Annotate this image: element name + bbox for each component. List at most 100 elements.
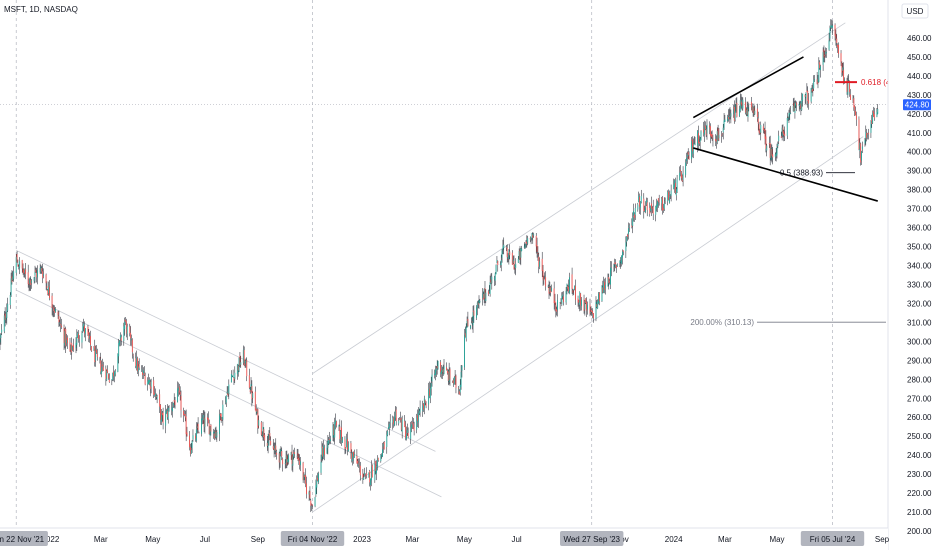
candle-body — [703, 127, 705, 135]
candle-body — [734, 111, 736, 120]
candle-body — [533, 234, 535, 236]
candle-body — [751, 106, 753, 112]
candle-body — [598, 292, 600, 302]
candle-body — [705, 129, 707, 136]
candle-body — [873, 114, 875, 119]
candle-body — [88, 332, 90, 339]
candle-body — [201, 418, 202, 434]
candle-body — [673, 184, 675, 190]
candle-body — [94, 345, 96, 363]
candle-body — [774, 154, 776, 157]
price-tick-label: 390.00 — [907, 167, 932, 176]
candle-body — [555, 305, 557, 311]
candle-body — [581, 299, 582, 306]
candle-body — [251, 386, 253, 400]
candle-body — [621, 255, 623, 264]
price-tick-label: 330.00 — [907, 280, 932, 289]
candle-body — [455, 375, 457, 388]
price-tick-label: 420.00 — [907, 110, 932, 119]
candle-body — [189, 447, 191, 454]
candle-body — [305, 475, 307, 484]
price-tick-label: 350.00 — [907, 243, 932, 252]
candle-body — [377, 457, 379, 461]
time-tick-label: Sep — [875, 535, 890, 544]
candle-body — [117, 353, 119, 372]
candle-body — [261, 434, 263, 436]
price-tick-label: 440.00 — [907, 72, 932, 81]
candle-body — [82, 326, 84, 332]
price-tick-label: 410.00 — [907, 129, 932, 138]
price-tick-label: 300.00 — [907, 337, 932, 346]
candle-body — [285, 456, 287, 464]
candle-body — [315, 485, 317, 495]
candle-body — [197, 423, 199, 430]
candle-body — [467, 318, 469, 327]
candle-body — [750, 101, 752, 108]
candle-body — [58, 315, 60, 323]
candle-body — [299, 460, 301, 465]
candle-body — [819, 62, 821, 69]
candle-body — [723, 120, 725, 128]
candle-body — [113, 371, 115, 377]
time-axis[interactable]: 2022MarMayJulSep2023MarMayJulSepNov2024M… — [0, 527, 890, 550]
currency-badge[interactable] — [901, 3, 929, 19]
candle-body — [709, 126, 711, 136]
candle-body — [453, 377, 455, 385]
candle-body — [96, 350, 97, 354]
candle-body — [213, 433, 215, 439]
candle-body — [747, 107, 749, 117]
price-tick-label: 360.00 — [907, 224, 932, 233]
candle-body — [399, 418, 401, 420]
candle-body — [144, 375, 146, 385]
price-tick-label: 290.00 — [907, 356, 932, 365]
candle-body — [429, 388, 430, 396]
fib-05-label: 0.5 (388.93) — [780, 169, 823, 178]
candle-body — [800, 103, 802, 109]
candle-body — [333, 425, 335, 436]
price-tick-label: 430.00 — [907, 91, 932, 100]
candle-body — [775, 153, 777, 157]
candle-body — [4, 313, 6, 321]
candle-body — [131, 339, 133, 353]
candle-body — [801, 100, 803, 111]
candle-body — [597, 301, 599, 309]
candle-body — [436, 365, 438, 369]
candle-body — [90, 346, 92, 351]
candle-body — [107, 374, 109, 379]
candle-body — [512, 259, 514, 264]
candle-body — [227, 392, 229, 396]
candle-body — [639, 196, 640, 207]
symbol-title[interactable]: MSFT, 1D, NASDAQ — [4, 5, 78, 14]
candle-body — [829, 28, 831, 39]
candle-body — [614, 262, 616, 264]
candle-body — [846, 79, 848, 92]
candle-body — [340, 430, 342, 440]
candle-body — [221, 417, 223, 419]
annotations[interactable]: 0.618 (436.73) 0.5 (388.93) 200.00% (310.1… — [690, 56, 913, 327]
candle-body — [502, 246, 504, 251]
candle-body — [7, 303, 9, 311]
candle-body — [249, 390, 251, 392]
candle-body — [499, 264, 501, 266]
candle-body — [616, 265, 617, 268]
candle-body — [351, 453, 353, 459]
candle-body — [183, 413, 185, 415]
candle-body — [495, 265, 497, 275]
price-tick-label: 220.00 — [907, 489, 932, 498]
price-axis[interactable]: 200.00 210.00 220.00 230.00 240.00 250.00 260.… — [887, 0, 932, 550]
candle-body — [120, 337, 122, 341]
highlight-date-badge — [560, 531, 624, 546]
candle-body — [202, 414, 204, 421]
candle-body — [192, 435, 194, 440]
candle-body — [777, 143, 779, 147]
candle-body — [298, 457, 300, 461]
candle-body — [824, 55, 826, 56]
candle-body — [375, 461, 377, 471]
candle-body — [598, 293, 599, 304]
candle-body — [101, 367, 103, 374]
candle-body — [106, 370, 108, 381]
candle-body — [376, 467, 377, 474]
candle-body — [165, 411, 167, 426]
candle-body — [841, 62, 843, 73]
